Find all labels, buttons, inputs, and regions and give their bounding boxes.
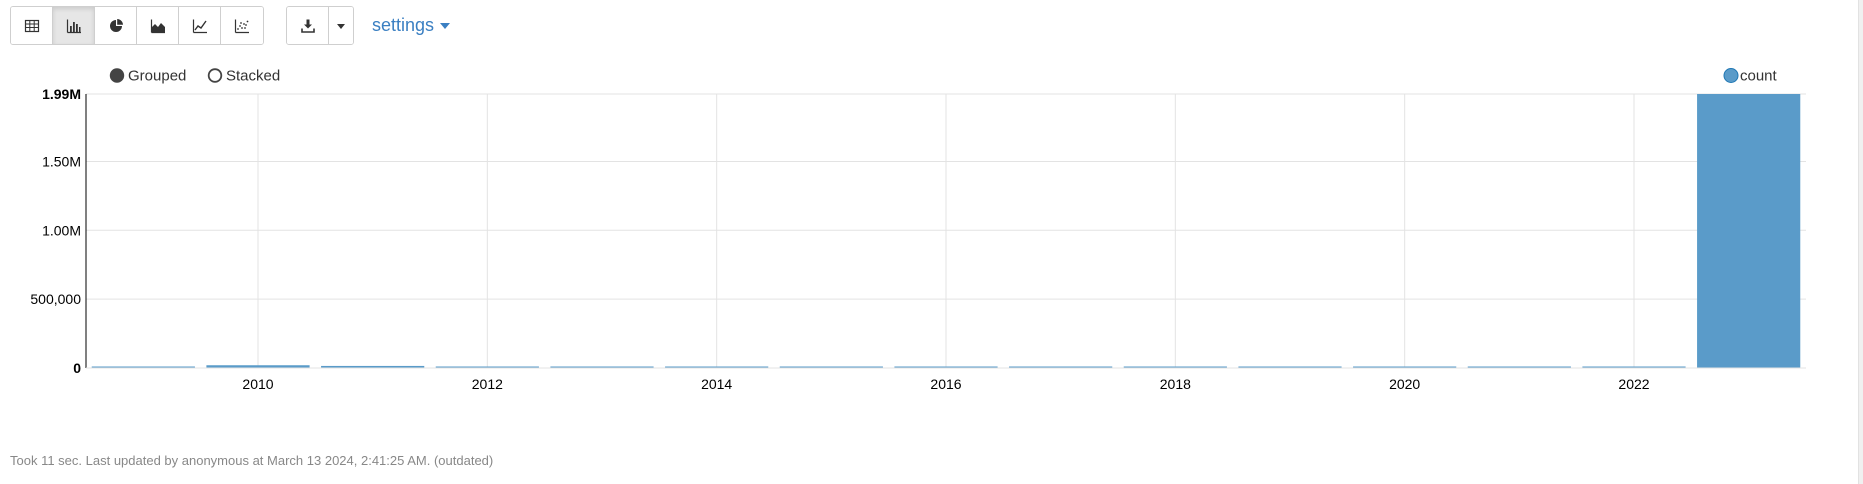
area-chart-icon [150, 19, 165, 33]
bar[interactable] [91, 366, 195, 369]
pie-chart-view-button[interactable] [95, 7, 137, 44]
bar[interactable] [1009, 366, 1113, 369]
scrollbar-track[interactable] [1858, 0, 1863, 484]
chart-toolbar: settings [10, 6, 451, 45]
x-tick-label: 2016 [930, 376, 961, 390]
bar[interactable] [1582, 366, 1686, 369]
settings-label: settings [372, 15, 435, 35]
x-tick-label: 2020 [1389, 376, 1420, 390]
x-tick-label: 2012 [472, 376, 503, 390]
grouped-label[interactable]: Grouped [128, 68, 186, 85]
download-button[interactable] [287, 7, 329, 44]
legend-swatch-count[interactable] [1723, 68, 1739, 83]
download-options-button[interactable] [329, 7, 353, 44]
x-tick-label: 2022 [1618, 376, 1649, 390]
pie-chart-icon [109, 18, 123, 32]
settings-dropdown[interactable]: settings [372, 15, 451, 36]
y-tick-label: 1.50M [42, 153, 81, 169]
x-tick-label: 2010 [242, 376, 273, 390]
line-chart-icon [192, 19, 207, 33]
bar[interactable] [1467, 366, 1571, 369]
grouped-radio[interactable] [109, 68, 125, 83]
chevron-down-icon [337, 23, 345, 29]
legend-label-count[interactable]: count [1740, 68, 1778, 85]
settings-caret-icon [440, 22, 451, 29]
stacked-label[interactable]: Stacked [226, 68, 280, 85]
view-mode-group [10, 6, 264, 45]
y-tick-label: 500,000 [30, 291, 81, 307]
line-chart-view-button[interactable] [179, 7, 221, 44]
bar[interactable] [1238, 366, 1342, 369]
bar-chart: 0 500,000 1.00M 1.50M 1.99M 2010 2012 2014 2016 2… [30, 68, 1806, 390]
table-view-button[interactable] [11, 7, 53, 44]
area-chart-view-button[interactable] [137, 7, 179, 44]
bar[interactable] [779, 366, 883, 369]
table-icon [24, 19, 39, 32]
y-tick-label: 0 [73, 360, 81, 376]
bar[interactable] [206, 365, 310, 368]
bar[interactable] [1697, 94, 1801, 368]
scatter-chart-view-button[interactable] [221, 7, 263, 44]
x-tick-label: 2014 [701, 376, 732, 390]
bar[interactable] [1123, 366, 1227, 369]
bar-chart-icon [66, 19, 81, 33]
x-tick-label: 2018 [1160, 376, 1191, 390]
y-tick-label: 1.00M [42, 222, 81, 238]
bar-chart-view-button[interactable] [53, 7, 95, 44]
stacked-radio[interactable] [207, 68, 223, 83]
bar[interactable] [1353, 366, 1457, 369]
bar[interactable] [321, 365, 425, 368]
bar[interactable] [665, 366, 769, 369]
status-footer: Took 11 sec. Last updated by anonymous a… [10, 453, 494, 468]
scatter-chart-icon [234, 19, 249, 33]
bar[interactable] [894, 366, 998, 369]
download-icon [300, 19, 315, 33]
bar[interactable] [550, 366, 654, 369]
download-group [286, 6, 354, 45]
bar[interactable] [435, 366, 539, 369]
y-tick-label: 1.99M [42, 86, 81, 102]
